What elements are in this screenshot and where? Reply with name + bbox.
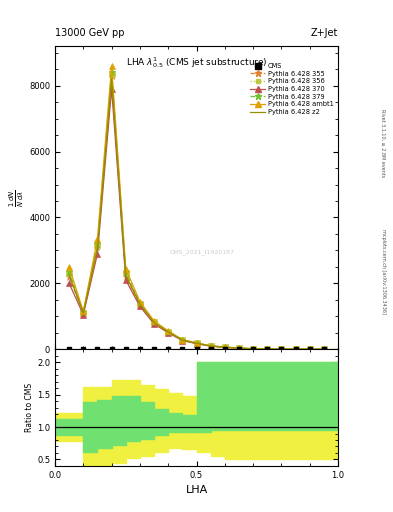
Text: CMS_2021_I1920187: CMS_2021_I1920187	[170, 249, 235, 255]
Legend: CMS, Pythia 6.428 355, Pythia 6.428 356, Pythia 6.428 370, Pythia 6.428 379, Pyt: CMS, Pythia 6.428 355, Pythia 6.428 356,…	[248, 60, 336, 118]
Text: 13000 GeV pp: 13000 GeV pp	[55, 28, 125, 38]
Text: Z+Jet: Z+Jet	[310, 28, 338, 38]
Y-axis label: Ratio to CMS: Ratio to CMS	[25, 383, 34, 432]
Text: LHA $\lambda^{1}_{0.5}$ (CMS jet substructure): LHA $\lambda^{1}_{0.5}$ (CMS jet substru…	[126, 55, 267, 70]
Y-axis label: $\frac{1}{N}\frac{dN}{d\lambda}$: $\frac{1}{N}\frac{dN}{d\lambda}$	[8, 189, 26, 206]
Text: Rivet 3.1.10, ≥ 2.8M events: Rivet 3.1.10, ≥ 2.8M events	[381, 109, 386, 178]
Text: mcplots.cern.ch [arXiv:1306.3436]: mcplots.cern.ch [arXiv:1306.3436]	[381, 229, 386, 314]
X-axis label: LHA: LHA	[185, 485, 208, 495]
